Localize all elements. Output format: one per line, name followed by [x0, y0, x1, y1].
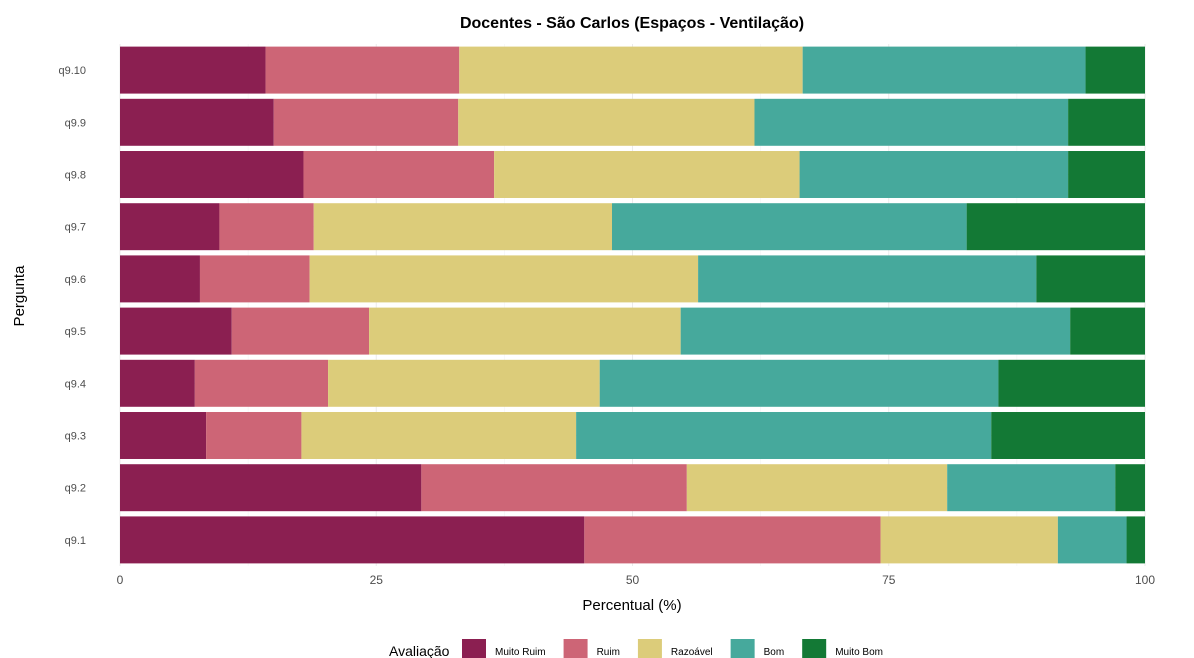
- y-tick-labels: q9.10 q9.9 q9.8 q9.7 q9.6 q9.5 q9.4 q9.3 q9.2 q9.…: [58, 65, 86, 547]
- bar-segment: [1126, 516, 1145, 564]
- legend: Avaliação Muito Ruim Ruim Razoável Bom Muito …: [389, 639, 883, 658]
- bar-segment: [120, 464, 422, 512]
- y-tick-label: q9.9: [65, 117, 86, 129]
- bar-segment: [1068, 151, 1145, 198]
- legend-swatch: [802, 639, 827, 658]
- bar-segment: [1115, 464, 1145, 512]
- bar-segment: [120, 203, 220, 251]
- bar-segment: [328, 359, 600, 407]
- bar-segment: [599, 359, 999, 407]
- bar-segment: [120, 359, 195, 407]
- bar-segment: [458, 98, 755, 146]
- bar-segment: [194, 359, 329, 407]
- bar-segment: [421, 464, 687, 512]
- x-tick-label: 25: [370, 573, 384, 587]
- bar-segment: [265, 46, 460, 94]
- legend-label: Razoável: [671, 647, 713, 658]
- bar-segment: [1057, 516, 1127, 564]
- bar-segment: [584, 516, 881, 564]
- legend-swatch: [730, 639, 755, 658]
- bar-segment: [1070, 307, 1145, 355]
- bar-segment: [612, 203, 967, 251]
- bar-segment: [947, 464, 1116, 512]
- bar-segment: [313, 203, 612, 251]
- bar-segment: [206, 412, 302, 459]
- bar-segment: [219, 203, 314, 251]
- bar-segment: [799, 151, 1069, 198]
- bar-segment: [199, 255, 310, 303]
- y-tick-label: q9.4: [65, 378, 86, 390]
- bar-segment: [120, 151, 304, 198]
- bar-segment: [1085, 46, 1145, 94]
- legend-title: Avaliação: [389, 643, 450, 658]
- y-tick-label: q9.7: [65, 222, 86, 234]
- legend-label: Muito Bom: [835, 647, 883, 658]
- bar-segment: [680, 307, 1071, 355]
- bar-segment: [120, 307, 232, 355]
- legend-label: Ruim: [597, 647, 620, 658]
- x-tick-label: 50: [626, 573, 640, 587]
- bar-segment: [686, 464, 948, 512]
- bar-segment: [576, 412, 992, 459]
- bars: [120, 46, 1145, 564]
- y-tick-label: q9.6: [65, 274, 86, 286]
- chart-title: Docentes - São Carlos (Espaços - Ventila…: [460, 15, 804, 32]
- legend-swatch: [637, 639, 662, 658]
- bar-segment: [120, 98, 274, 146]
- y-axis-label: Pergunta: [11, 265, 28, 327]
- legend-swatch: [462, 639, 486, 658]
- y-tick-label: q9.8: [65, 170, 86, 182]
- bar-segment: [494, 151, 800, 198]
- y-tick-label: q9.2: [65, 483, 86, 495]
- bar-segment: [120, 412, 207, 459]
- legend-label: Muito Ruim: [495, 647, 546, 658]
- x-tick-label: 75: [882, 573, 896, 587]
- bar-segment: [880, 516, 1058, 564]
- y-tick-label: q9.1: [65, 535, 86, 547]
- bar-segment: [998, 359, 1145, 407]
- bar-segment: [802, 46, 1086, 94]
- bar-segment: [369, 307, 681, 355]
- bar-segment: [303, 151, 495, 198]
- x-tick-label: 100: [1135, 573, 1155, 587]
- bar-segment: [754, 98, 1069, 146]
- bar-segment: [273, 98, 459, 146]
- y-tick-label: q9.3: [65, 431, 86, 443]
- legend-label: Bom: [764, 647, 785, 658]
- y-tick-label: q9.5: [65, 326, 86, 338]
- bar-segment: [120, 255, 200, 303]
- bar-segment: [459, 46, 803, 94]
- bar-segment: [966, 203, 1145, 251]
- bar-segment: [120, 46, 266, 94]
- x-tick-label: 0: [117, 573, 124, 587]
- bar-segment: [1036, 255, 1145, 303]
- bar-segment: [1068, 98, 1145, 146]
- x-axis-label: Percentual (%): [582, 597, 681, 614]
- bar-segment: [698, 255, 1037, 303]
- legend-swatch: [563, 639, 588, 658]
- bar-segment: [309, 255, 699, 303]
- bar-segment: [120, 516, 585, 564]
- bar-segment: [991, 412, 1145, 459]
- y-tick-label: q9.10: [58, 65, 86, 77]
- bar-segment: [301, 412, 577, 459]
- bar-segment: [231, 307, 370, 355]
- x-tick-labels: 0 25 50 75 100: [117, 573, 1156, 587]
